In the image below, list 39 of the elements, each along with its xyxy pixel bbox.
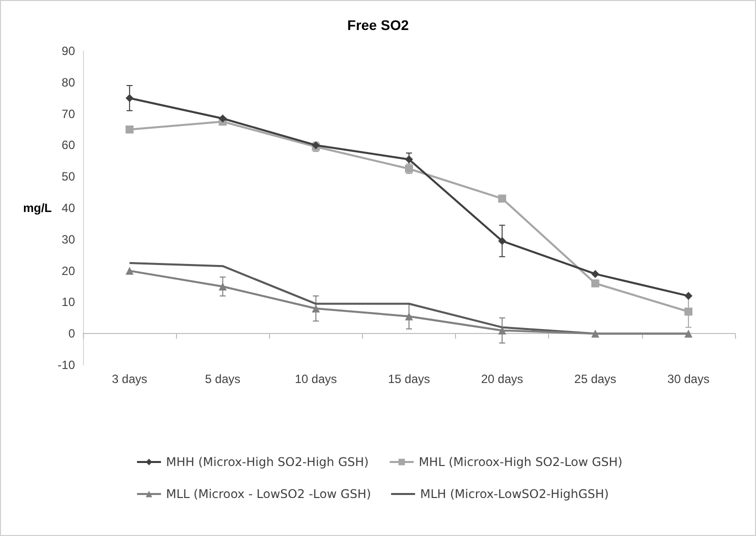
point	[126, 94, 134, 102]
chart-title: Free SO2	[347, 17, 409, 33]
x-tick-label: 30 days	[667, 372, 710, 386]
y-axis-title: mg/L	[23, 201, 52, 215]
y-tick-label: 20	[62, 264, 76, 278]
y-tick-label: -10	[58, 358, 76, 372]
point	[312, 304, 320, 312]
point	[498, 326, 506, 334]
y-tick-label: 60	[62, 138, 76, 152]
legend-label: MHL (Microox-High SO2-Low GSH)	[418, 455, 622, 469]
point	[684, 308, 692, 316]
point	[126, 126, 134, 134]
y-tick-label: 0	[68, 326, 76, 341]
point	[218, 114, 227, 123]
x-tick-label: 15 days	[388, 372, 430, 386]
y-tick-label: 70	[62, 106, 76, 121]
point	[684, 292, 692, 300]
x-tick-label: 10 days	[294, 372, 337, 386]
y-tick-label: 80	[62, 75, 76, 90]
y-tick-label: 50	[62, 170, 76, 184]
y-tick-label: 40	[62, 201, 76, 215]
y-tick-label: 10	[62, 295, 76, 310]
x-tick-label: 25 days	[574, 372, 616, 386]
x-tick-label: 5 days	[205, 372, 240, 386]
point	[498, 194, 506, 203]
point	[591, 270, 600, 278]
x-tick-label: 20 days	[481, 372, 524, 386]
point	[591, 279, 600, 288]
point	[591, 330, 600, 338]
point	[126, 266, 134, 275]
y-tick-label: 90	[62, 44, 76, 58]
point	[498, 236, 506, 245]
legend-label: MLL (Microox - LowSO2 -Low GSH)	[166, 487, 372, 501]
legend-label: MLH (Microx-LowSO2-HighGSH)	[420, 487, 609, 501]
x-tick-label: 3 days	[112, 372, 148, 386]
y-tick-label: 30	[62, 232, 76, 246]
point	[218, 282, 227, 290]
legend-label: MHH (Microx-High SO2-High GSH)	[166, 455, 369, 469]
point	[684, 330, 692, 338]
